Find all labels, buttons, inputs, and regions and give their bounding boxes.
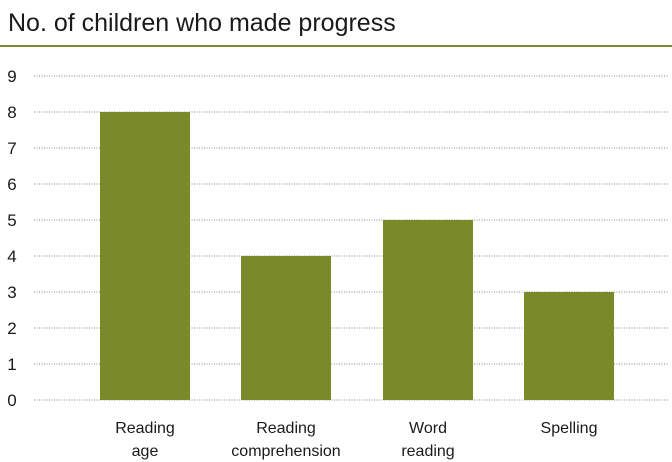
- y-tick-label: 5: [7, 211, 16, 230]
- x-axis-labels: Reading age Reading comprehension Word readin…: [115, 420, 597, 460]
- y-tick-label: 0: [7, 391, 16, 410]
- y-tick-label: 3: [7, 283, 16, 302]
- x-category-label: Reading comprehension: [231, 420, 340, 460]
- x-category-label: Word reading: [401, 420, 454, 460]
- x-category-label: Reading age: [115, 420, 175, 460]
- bar: [383, 220, 473, 400]
- y-tick-label: 1: [7, 355, 16, 374]
- y-tick-label: 9: [7, 67, 16, 86]
- y-axis-ticks: 0 1 2 3 4 5 6 7 8 9: [7, 67, 16, 410]
- bar: [241, 256, 331, 400]
- y-tick-label: 2: [7, 319, 16, 338]
- bar: [524, 292, 614, 400]
- y-tick-label: 6: [7, 175, 16, 194]
- y-tick-label: 7: [7, 139, 16, 158]
- y-tick-label: 8: [7, 103, 16, 122]
- x-category-label: Spelling: [541, 420, 598, 437]
- bar: [100, 112, 190, 400]
- y-tick-label: 4: [7, 247, 16, 266]
